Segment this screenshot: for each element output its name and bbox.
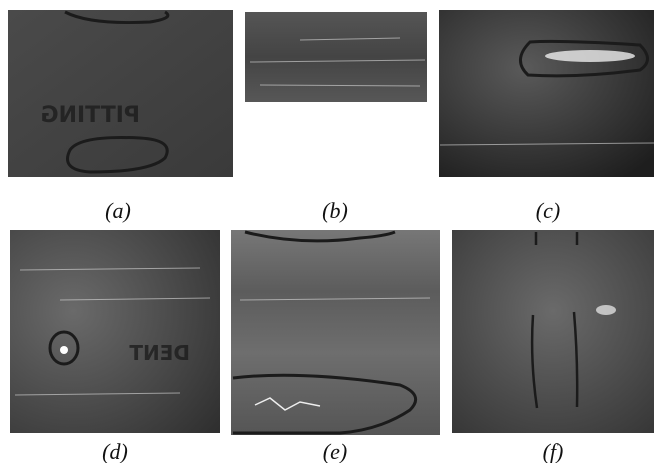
handwritten-label: DENT: [129, 341, 190, 365]
photo: [245, 12, 427, 102]
photo: [439, 10, 654, 177]
panel-a: PITTING (a): [8, 10, 233, 223]
panel-b: (b): [245, 12, 427, 223]
photo: [231, 230, 440, 435]
highlight: [596, 305, 616, 315]
photo: [8, 10, 233, 177]
highlight: [545, 50, 635, 62]
caption: (c): [536, 198, 560, 223]
photo: [452, 230, 654, 433]
panel-e: (e): [231, 230, 440, 463]
caption: (f): [543, 439, 564, 463]
handwritten-label: PITTING: [41, 103, 140, 128]
panel-f: (f): [452, 230, 654, 463]
caption: (b): [322, 198, 348, 223]
caption: (a): [105, 198, 131, 223]
figure: PITTING (a) (b) (c) DENT (d) (e): [0, 0, 654, 463]
photo: [10, 230, 220, 433]
panel-c: (c): [439, 10, 654, 223]
caption: (e): [323, 439, 347, 463]
panel-d: DENT (d): [10, 230, 220, 463]
highlight: [60, 346, 68, 354]
caption: (d): [102, 439, 128, 463]
